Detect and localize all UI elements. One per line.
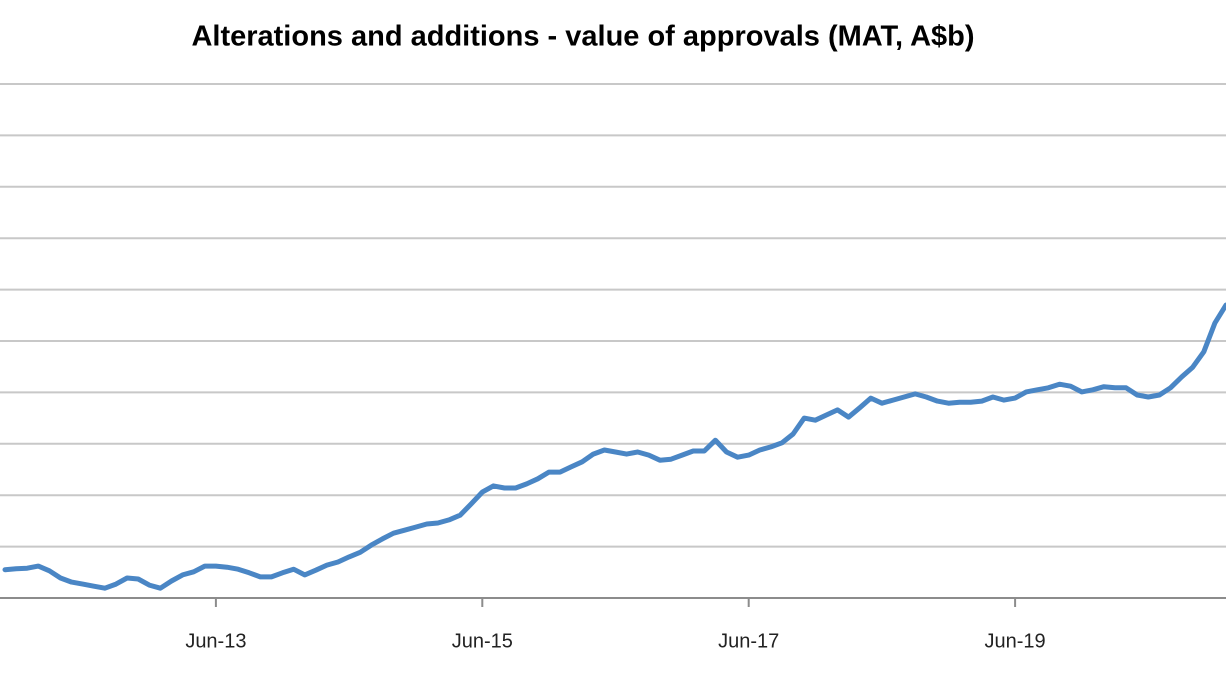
x-tick-label: Jun-15 [452, 630, 513, 652]
x-tick-label: Jun-13 [185, 630, 246, 652]
data-line [2, 302, 1226, 591]
chart-title: Alterations and additions - value of app… [191, 21, 974, 53]
x-tick-label: Jun-17 [718, 630, 779, 652]
x-tick-label: Jun-19 [985, 630, 1046, 652]
